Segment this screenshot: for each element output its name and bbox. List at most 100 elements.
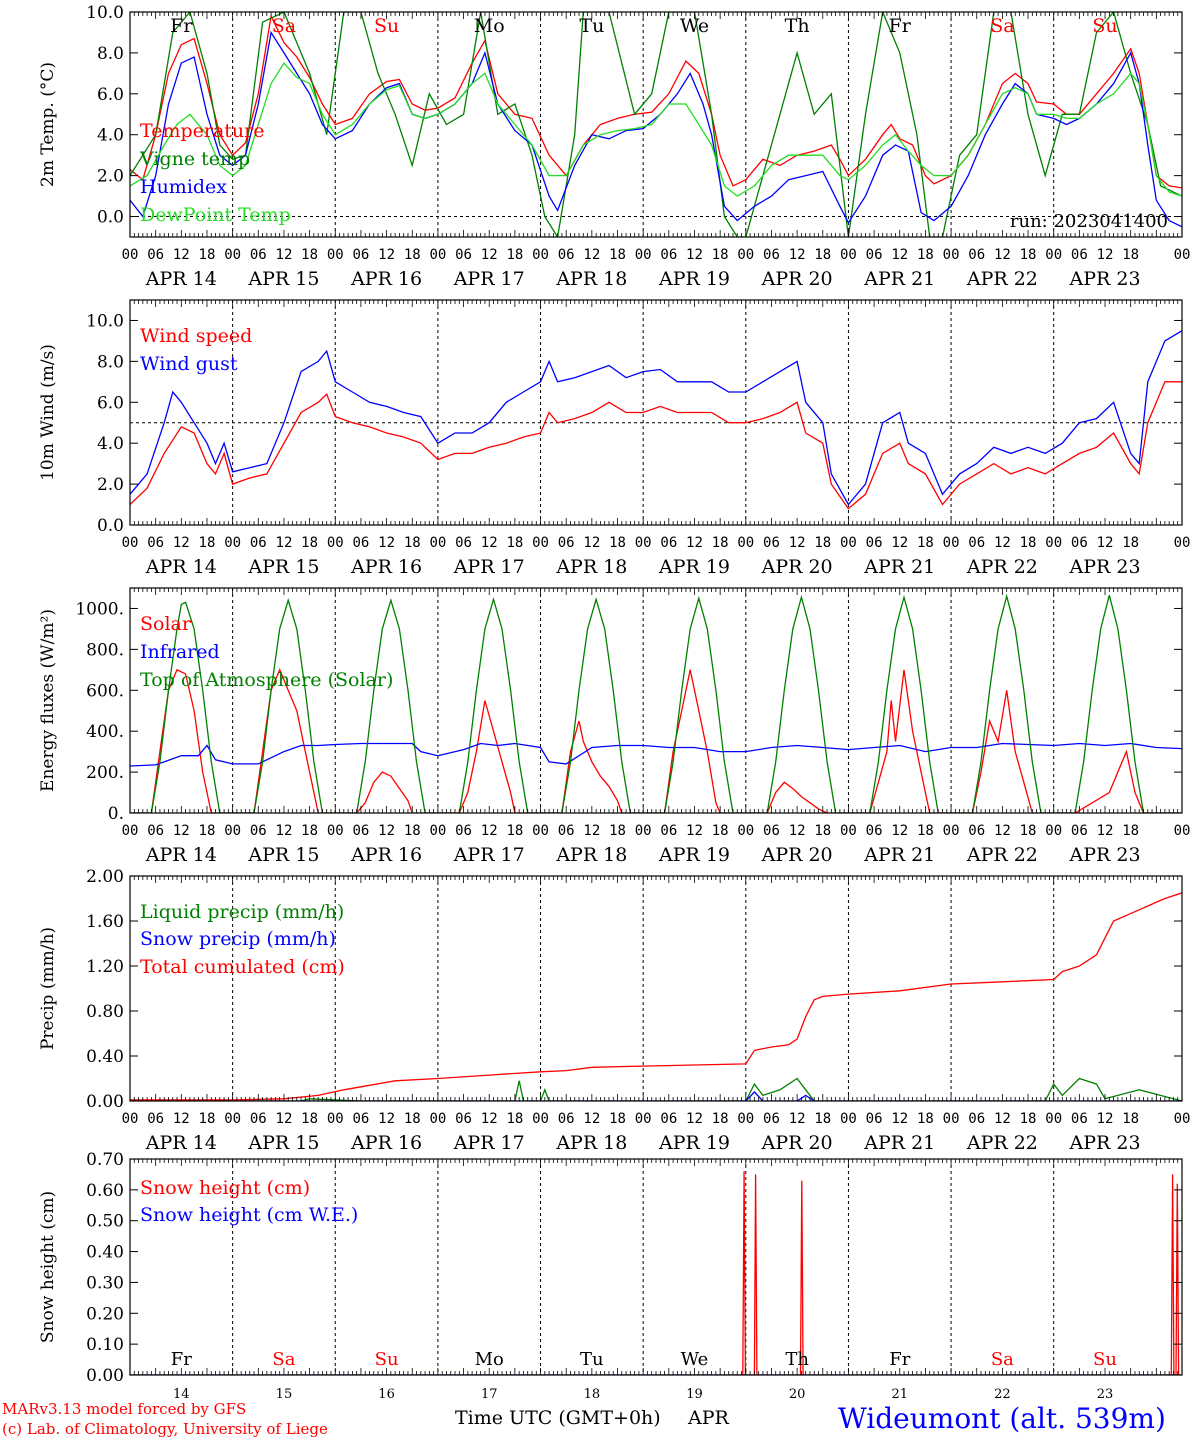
date-label: APR 23	[1069, 268, 1141, 290]
date-label: APR 23	[1069, 844, 1141, 866]
hour-label: 12	[1097, 1111, 1114, 1127]
hour-label: 06	[250, 1111, 267, 1127]
hour-label: 12	[891, 823, 908, 839]
hour-label: 00	[224, 535, 241, 551]
hour-label: 00	[327, 1111, 344, 1127]
hour-label: 06	[455, 823, 472, 839]
date-label: APR 15	[247, 556, 319, 578]
hour-label: 18	[1020, 823, 1037, 839]
hour-label: 12	[173, 823, 190, 839]
day-number: 18	[584, 1387, 601, 1402]
date-label: APR 16	[350, 1132, 422, 1154]
weekday-label: Su	[375, 1349, 399, 1370]
date-label: APR 19	[658, 844, 730, 866]
hour-label: 12	[583, 247, 600, 263]
hour-label: 12	[481, 247, 498, 263]
y-tick-label: 10.0	[86, 311, 124, 331]
y-axis-label: Precip (mm/h)	[38, 927, 58, 1050]
hour-label: 06	[147, 247, 164, 263]
hour-label: 00	[943, 247, 960, 263]
series-line-2	[130, 12, 1182, 237]
hour-label: 18	[199, 1111, 216, 1127]
y-tick-label: 0.80	[86, 1002, 124, 1022]
day-number: 17	[481, 1387, 498, 1402]
date-label: APR 18	[555, 268, 627, 290]
hour-label: 18	[1122, 823, 1139, 839]
hour-label: 18	[917, 247, 934, 263]
date-label: APR 20	[761, 556, 833, 578]
hour-label: 12	[481, 535, 498, 551]
hour-label: 12	[1097, 247, 1114, 263]
legend-entry: DewPoint Temp	[140, 204, 291, 226]
legend-entry: Temperature	[140, 120, 264, 142]
date-label: APR 23	[1069, 1132, 1141, 1154]
hour-label: 06	[660, 1111, 677, 1127]
series-line-1	[130, 381, 1182, 510]
y-tick-label: 200.	[86, 763, 124, 783]
hour-label: 12	[583, 823, 600, 839]
hour-label: 00	[840, 535, 857, 551]
hour-label: 18	[199, 535, 216, 551]
hour-label: 18	[1020, 1111, 1037, 1127]
date-label: APR 18	[555, 1132, 627, 1154]
hour-label: 06	[763, 535, 780, 551]
y-tick-label: 0.0	[97, 516, 124, 536]
hour-label: 18	[712, 247, 729, 263]
hour-label: 18	[1122, 1111, 1139, 1127]
hour-label: 12	[583, 1111, 600, 1127]
y-axis-label: Energy fluxes (W/m²)	[38, 609, 58, 792]
hour-label: 00	[1174, 1111, 1191, 1127]
weekday-label: Fr	[170, 15, 193, 37]
panel-2: 0.0 2.0 4.0 6.0 8.0 10.0 10m Wind (m/s) Wind sp…	[38, 299, 1191, 578]
hour-label: 18	[199, 247, 216, 263]
y-tick-label: 2.00	[86, 867, 124, 887]
y-tick-label: 2.0	[97, 475, 124, 495]
model-credit: MARv3.13 model forced by GFS	[2, 1400, 246, 1418]
hour-label: 18	[712, 1111, 729, 1127]
day-number: 22	[994, 1387, 1011, 1402]
hour-label: 00	[224, 823, 241, 839]
hour-label: 18	[814, 535, 831, 551]
weekday-label: We	[680, 15, 709, 37]
hour-label: 06	[1071, 1111, 1088, 1127]
y-tick-label: 0.50	[86, 1212, 124, 1232]
y-tick-label: 1000.	[75, 599, 124, 619]
y-tick-label: 800.	[86, 640, 124, 660]
day-number: 21	[891, 1387, 908, 1402]
hour-label: 12	[173, 1111, 190, 1127]
lab-credit: (c) Lab. of Climatology, University of L…	[2, 1420, 328, 1438]
hour-label: 18	[1020, 247, 1037, 263]
hour-label: 00	[1174, 535, 1191, 551]
hour-label: 00	[737, 535, 754, 551]
hour-label: 18	[712, 823, 729, 839]
hour-label: 06	[558, 247, 575, 263]
hour-label: 00	[532, 823, 549, 839]
hour-label: 18	[301, 1111, 318, 1127]
hour-label: 06	[558, 823, 575, 839]
hour-label: 00	[635, 247, 652, 263]
hour-label: 18	[404, 823, 421, 839]
legend-entry: Infrared	[140, 641, 220, 663]
date-label: APR 17	[453, 556, 525, 578]
date-label: APR 21	[863, 268, 935, 290]
y-tick-label: 0.00	[86, 1366, 124, 1386]
hour-label: 12	[789, 1111, 806, 1127]
series-line-3	[130, 892, 1182, 1101]
hour-label: 12	[173, 535, 190, 551]
hour-label: 00	[635, 535, 652, 551]
hour-label: 06	[558, 1111, 575, 1127]
hour-label: 18	[609, 1111, 626, 1127]
y-tick-label: 0.40	[86, 1047, 124, 1067]
y-tick-label: 1.60	[86, 912, 124, 932]
series-line-3	[130, 30, 1182, 228]
date-label: APR 14	[145, 268, 217, 290]
hour-label: 06	[866, 1111, 883, 1127]
weekday-label: Th	[785, 15, 810, 37]
series-line-1	[130, 13, 1182, 189]
hour-label: 06	[147, 535, 164, 551]
hour-label: 06	[147, 1111, 164, 1127]
series-line-1	[130, 1077, 1182, 1101]
y-tick-label: 0.00	[86, 1092, 124, 1112]
day-number: 15	[276, 1387, 293, 1402]
hour-label: 12	[994, 247, 1011, 263]
